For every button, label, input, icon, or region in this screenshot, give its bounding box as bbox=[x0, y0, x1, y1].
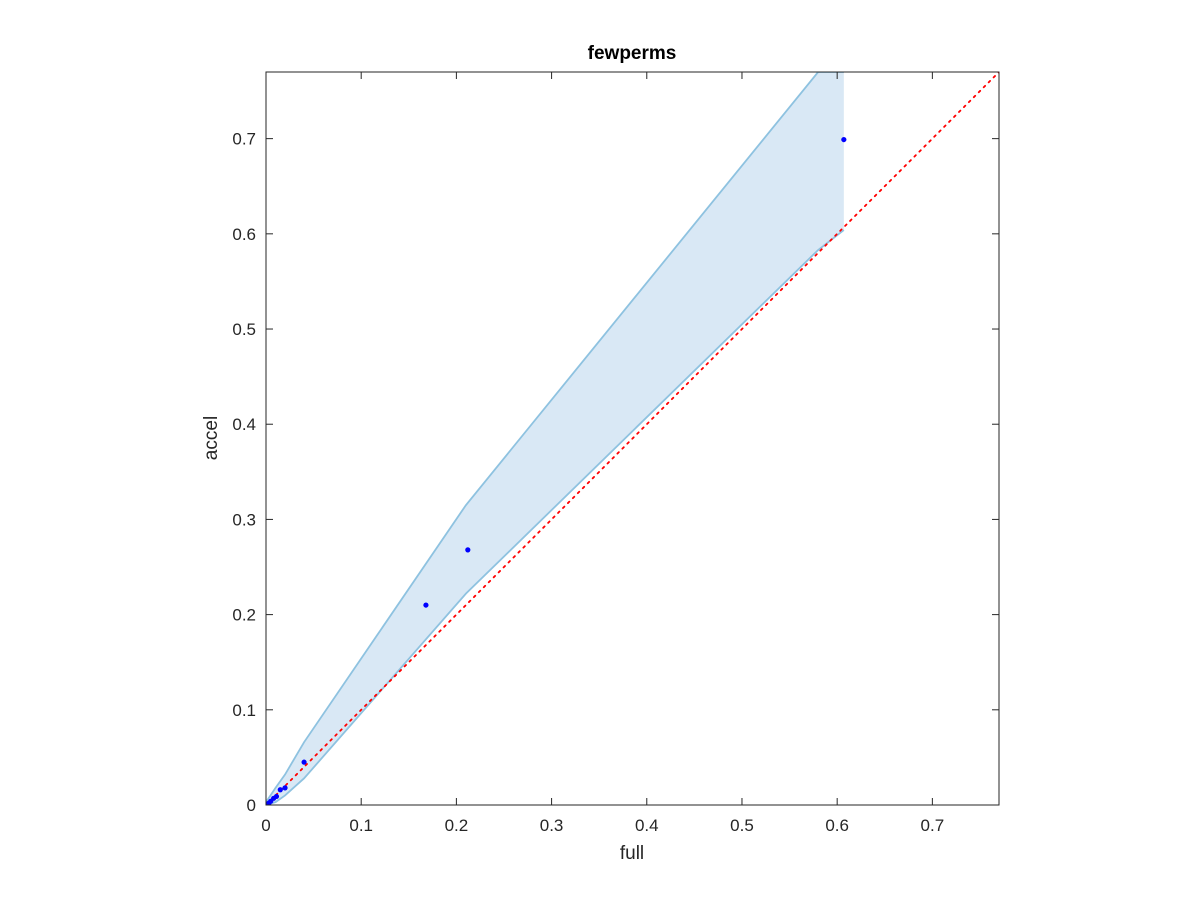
y-tick-label: 0.2 bbox=[232, 606, 256, 625]
band-upper-edge bbox=[266, 72, 844, 803]
confidence-band bbox=[266, 72, 844, 805]
plot-frame bbox=[265, 71, 1000, 806]
data-point bbox=[277, 787, 283, 793]
y-tick-label: 0.5 bbox=[232, 320, 256, 339]
plot-area bbox=[266, 72, 999, 805]
x-tick-label: 0.4 bbox=[635, 816, 659, 835]
x-tick-label: 0.1 bbox=[349, 816, 373, 835]
data-point bbox=[423, 602, 429, 608]
y-tick-label: 0.6 bbox=[232, 225, 256, 244]
y-tick-label: 0.7 bbox=[232, 130, 256, 149]
data-point bbox=[273, 793, 280, 800]
y-axis: 0 0.1 0.2 0.3 0.4 0.5 0.6 0.7 bbox=[232, 130, 999, 815]
band-lower-edge bbox=[266, 229, 845, 805]
y-tick-label: 0 bbox=[247, 796, 256, 815]
data-points bbox=[266, 136, 847, 805]
identity-reference-line bbox=[266, 72, 999, 805]
x-axis: 0 0.1 0.2 0.3 0.4 0.5 0.6 0.7 bbox=[261, 72, 944, 835]
x-axis-label: full bbox=[620, 843, 644, 864]
data-point bbox=[282, 785, 288, 791]
x-tick-label: 0.7 bbox=[921, 816, 945, 835]
y-tick-label: 0.3 bbox=[232, 510, 256, 529]
x-tick-label: 0.3 bbox=[540, 816, 564, 835]
y-axis-label: accel bbox=[201, 416, 222, 460]
data-point bbox=[465, 547, 471, 553]
x-tick-label: 0.6 bbox=[825, 816, 849, 835]
data-point bbox=[301, 759, 307, 765]
x-tick-label: 0.2 bbox=[445, 816, 469, 835]
y-tick-label: 0.4 bbox=[232, 415, 256, 434]
data-point bbox=[841, 136, 847, 143]
y-tick-label: 0.1 bbox=[232, 701, 256, 720]
x-tick-label: 0 bbox=[261, 816, 270, 835]
chart-title: fewperms bbox=[588, 43, 677, 64]
x-tick-label: 0.5 bbox=[730, 816, 754, 835]
